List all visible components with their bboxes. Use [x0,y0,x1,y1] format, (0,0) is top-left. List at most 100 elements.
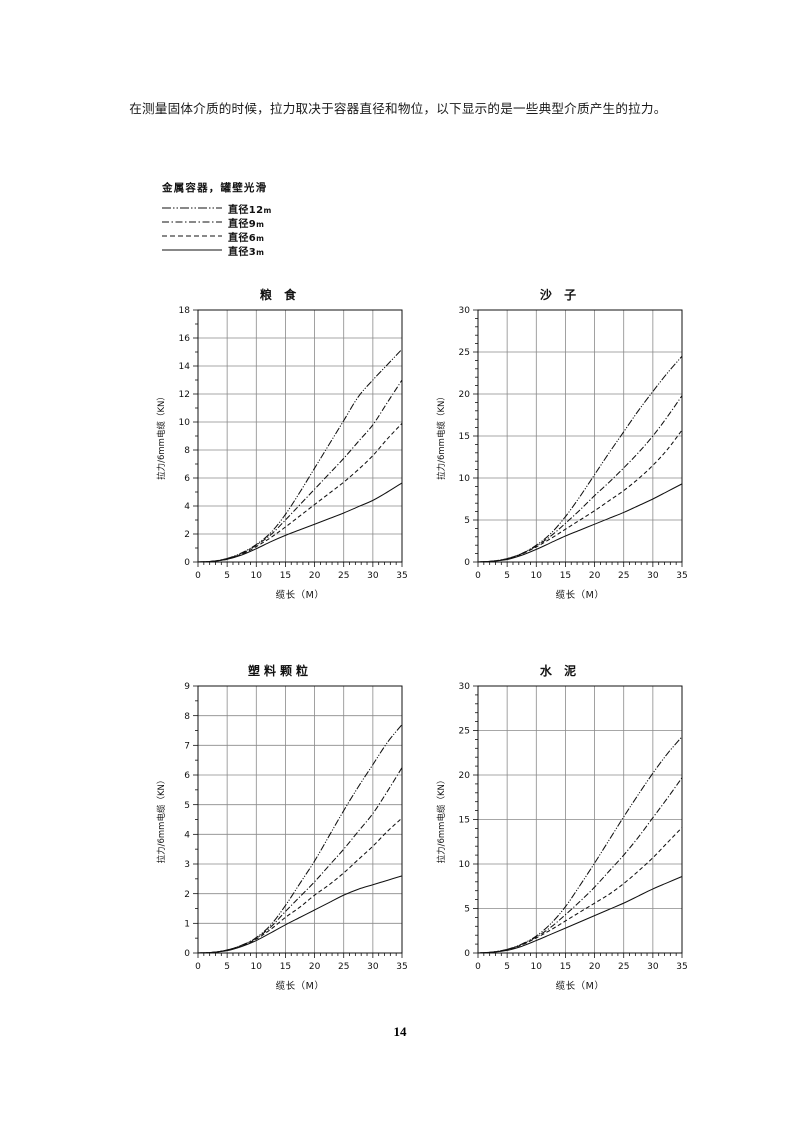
chart-sand: 沙 子 0 5 10 15 20 25 30 35 0 5 10 15 20 25 30 缆长（M） 拉力/6m… [430,286,690,606]
legend-entry-label: 直径6m [228,229,264,244]
y-tick-label: 0 [464,558,470,568]
y-axis-title: 拉力/6mm电缆（KN） [156,776,167,864]
intro-paragraph-text: 在测量固体介质的时候，拉力取决于容器直径和物位，以下显示的是一些典型介质产生的拉… [129,101,667,116]
legend-entry-label: 直径3m [228,243,264,258]
plot-background [198,686,402,953]
y-tick-label: 10 [179,418,191,428]
x-tick-label: 10 [531,571,543,581]
legend-entry-unit: m [256,247,265,257]
y-tick-label: 0 [184,949,190,959]
legend-line-swatch-solid [162,245,224,255]
y-tick-label: 1 [184,920,190,930]
legend-entry: 直径3m [162,243,272,258]
legend-entry-unit: m [256,233,265,243]
x-tick-label: 20 [589,571,601,581]
x-axis-title: 缆长（M） [556,589,605,601]
y-tick-label: 6 [184,771,190,781]
series-line-solid [197,482,403,563]
legend-title: 金属容器，罐壁光滑 [162,182,268,194]
x-tick-label: 15 [560,962,571,972]
series-line-dashed [477,429,683,563]
y-tick-label: 12 [179,390,190,400]
x-tick-label: 30 [647,962,659,972]
y-tick-label: 15 [459,816,470,826]
chart-title-sand: 沙 子 [539,288,581,302]
x-tick-label: 25 [338,962,349,972]
axis-tick-labels: 0 5 10 15 20 25 30 35 0 2 4 6 8 10 12 14 16 18 [179,306,408,581]
x-tick-label: 35 [396,571,407,581]
y-tick-label: 0 [184,558,190,568]
x-tick-label: 0 [195,571,201,581]
chart-svg-cement: 0 5 10 15 20 25 30 35 0 5 10 15 20 25 30 缆长（M） 拉力/6mm电缆（… [436,682,688,992]
y-tick-label: 5 [464,516,470,526]
intro-paragraph-block: 在测量固体介质的时候，拉力取决于容器直径和物位，以下显示的是一些典型介质产生的拉… [104,96,704,122]
legend-entry-diameter: 直径9 [228,218,257,230]
series-line-dashed [197,817,403,954]
y-tick-label: 4 [184,502,190,512]
y-axis-title: 拉力/6mm电缆（KN） [436,776,447,864]
series-line-dash-dot [197,379,403,563]
axis-tick-labels: 0 5 10 15 20 25 30 35 0 1 2 3 4 5 6 7 8 9 [184,682,407,972]
x-tick-label: 25 [618,962,629,972]
x-tick-label: 10 [531,962,543,972]
chart-grain: 粮 食 0 5 10 15 20 25 30 35 0 2 4 6 8 10 12 14 16 18 缆长（M） 拉力… [150,286,410,606]
legend-entry-unit: m [263,205,272,215]
y-tick-label: 20 [459,390,471,400]
x-tick-label: 35 [676,571,687,581]
y-axis-title: 拉力/6mm电缆（KN） [436,392,447,480]
y-tick-label: 7 [184,742,190,752]
y-tick-label: 14 [179,362,191,372]
legend-entry-label: 直径9m [228,215,264,230]
chart-title-grain: 粮 食 [259,288,301,302]
x-tick-label: 20 [589,962,601,972]
x-tick-label: 35 [396,962,407,972]
x-tick-label: 5 [504,571,510,581]
axis-tick-labels: 0 5 10 15 20 25 30 35 0 5 10 15 20 25 30 [459,682,688,972]
chart-legend: 金属容器，罐壁光滑 直径12m 直径9m 直径6m 直径3m [162,180,272,258]
y-tick-label: 6 [184,474,190,484]
y-tick-label: 25 [459,348,470,358]
data-series-group [477,736,683,954]
y-tick-label: 30 [459,306,471,316]
chart-title-cement: 水 泥 [539,664,581,678]
y-tick-label: 5 [184,801,190,811]
y-tick-label: 16 [179,334,191,344]
x-tick-label: 35 [676,962,687,972]
x-tick-label: 15 [280,571,291,581]
y-tick-label: 20 [459,771,471,781]
y-tick-label: 8 [184,712,190,722]
y-axis-title: 拉力/6mm电缆（KN） [156,392,167,480]
x-tick-label: 30 [647,571,659,581]
series-line-dashed [477,827,683,954]
y-tick-label: 3 [184,860,190,870]
y-tick-label: 10 [459,860,471,870]
y-tick-label: 0 [464,949,470,959]
x-tick-label: 10 [251,571,263,581]
x-tick-label: 15 [280,962,291,972]
x-tick-label: 30 [367,962,379,972]
y-tick-label: 15 [459,432,470,442]
legend-line-swatch-dash-dot-dot [162,203,224,213]
x-axis-title: 缆长（M） [276,589,325,601]
x-tick-label: 20 [309,571,321,581]
x-tick-label: 15 [560,571,571,581]
x-tick-label: 25 [338,571,349,581]
legend-entry: 直径6m [162,229,272,244]
legend-entry-label: 直径12m [228,201,272,216]
chart-svg-plastic-pellets: 0 5 10 15 20 25 30 35 0 1 2 3 4 5 6 7 8 9 缆长（M） 拉力/6mm电缆（KN… [156,682,408,992]
series-line-solid [477,875,683,954]
axis-ticks [193,685,403,958]
chart-svg-grain: 0 5 10 15 20 25 30 35 0 2 4 6 8 10 12 14 16 18 缆长（M） 拉力/6mm… [156,306,408,601]
chart-svg-sand: 0 5 10 15 20 25 30 35 0 5 10 15 20 25 30 缆长（M） 拉力/6mm电缆（… [436,306,688,601]
y-tick-label: 9 [184,682,190,692]
legend-entry: 直径9m [162,215,272,230]
data-series-group [197,724,403,954]
y-tick-label: 8 [184,446,190,456]
legend-entry-unit: m [256,219,265,229]
data-series-group [197,348,403,563]
y-tick-label: 5 [464,905,470,915]
chart-title-plastic-pellets: 塑料颗粒 [247,664,312,678]
page-number: 14 [393,1024,407,1039]
x-tick-label: 0 [475,571,481,581]
